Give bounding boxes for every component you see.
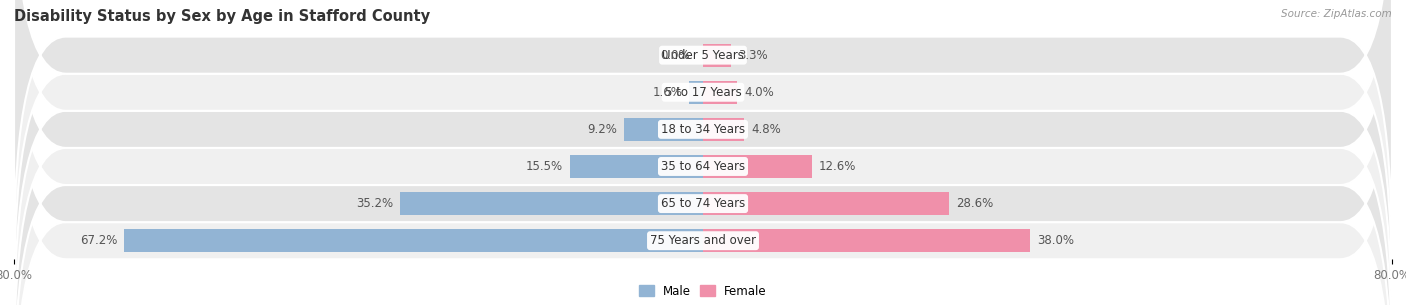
Bar bbox=[703, 118, 744, 141]
Text: 67.2%: 67.2% bbox=[80, 234, 117, 247]
FancyBboxPatch shape bbox=[14, 0, 1392, 305]
Text: Disability Status by Sex by Age in Stafford County: Disability Status by Sex by Age in Staff… bbox=[14, 9, 430, 24]
FancyBboxPatch shape bbox=[14, 0, 1392, 296]
Text: Source: ZipAtlas.com: Source: ZipAtlas.com bbox=[1281, 9, 1392, 19]
Text: 1.6%: 1.6% bbox=[652, 86, 682, 99]
Bar bbox=[569, 155, 703, 178]
Text: 4.0%: 4.0% bbox=[744, 86, 775, 99]
FancyBboxPatch shape bbox=[14, 0, 1392, 305]
Bar bbox=[703, 81, 738, 104]
Text: 15.5%: 15.5% bbox=[526, 160, 562, 173]
Text: 65 to 74 Years: 65 to 74 Years bbox=[661, 197, 745, 210]
Bar bbox=[399, 192, 703, 215]
Bar bbox=[624, 118, 703, 141]
FancyBboxPatch shape bbox=[14, 0, 1392, 305]
Text: 0.0%: 0.0% bbox=[661, 49, 690, 62]
Text: 12.6%: 12.6% bbox=[818, 160, 856, 173]
Text: Under 5 Years: Under 5 Years bbox=[662, 49, 744, 62]
Text: 28.6%: 28.6% bbox=[956, 197, 994, 210]
Bar bbox=[124, 229, 703, 252]
Legend: Male, Female: Male, Female bbox=[634, 280, 772, 302]
Text: 75 Years and over: 75 Years and over bbox=[650, 234, 756, 247]
Text: 35.2%: 35.2% bbox=[356, 197, 392, 210]
Bar bbox=[689, 81, 703, 104]
Bar bbox=[703, 155, 811, 178]
Text: 5 to 17 Years: 5 to 17 Years bbox=[665, 86, 741, 99]
FancyBboxPatch shape bbox=[14, 0, 1392, 259]
Text: 35 to 64 Years: 35 to 64 Years bbox=[661, 160, 745, 173]
FancyBboxPatch shape bbox=[14, 37, 1392, 305]
Bar bbox=[703, 229, 1031, 252]
Text: 3.3%: 3.3% bbox=[738, 49, 768, 62]
Text: 9.2%: 9.2% bbox=[588, 123, 617, 136]
Text: 18 to 34 Years: 18 to 34 Years bbox=[661, 123, 745, 136]
Text: 4.8%: 4.8% bbox=[751, 123, 780, 136]
Text: 38.0%: 38.0% bbox=[1038, 234, 1074, 247]
Bar bbox=[703, 44, 731, 67]
Bar bbox=[703, 192, 949, 215]
